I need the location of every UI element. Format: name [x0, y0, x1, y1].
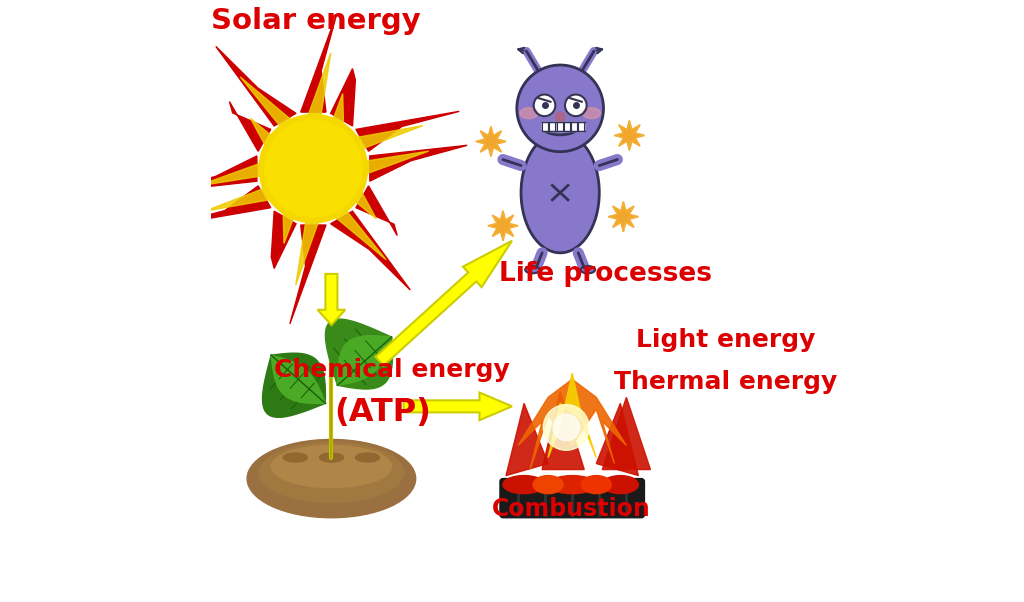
- Polygon shape: [271, 211, 296, 268]
- Polygon shape: [271, 355, 326, 403]
- Polygon shape: [614, 120, 644, 150]
- Polygon shape: [332, 94, 344, 130]
- Ellipse shape: [271, 445, 391, 488]
- Text: Combustion: Combustion: [492, 497, 650, 521]
- Polygon shape: [241, 77, 295, 130]
- FancyArrow shape: [403, 393, 512, 420]
- Bar: [557, 122, 562, 131]
- Polygon shape: [487, 211, 518, 241]
- Ellipse shape: [602, 476, 638, 494]
- Circle shape: [553, 414, 580, 441]
- Circle shape: [259, 114, 368, 223]
- Ellipse shape: [259, 442, 403, 503]
- Polygon shape: [251, 119, 274, 150]
- Polygon shape: [352, 187, 376, 219]
- Bar: [571, 122, 577, 131]
- Polygon shape: [596, 403, 638, 476]
- Bar: [549, 122, 555, 131]
- Ellipse shape: [534, 476, 563, 494]
- Polygon shape: [608, 202, 638, 232]
- Circle shape: [517, 65, 603, 152]
- FancyArrowPatch shape: [596, 48, 602, 53]
- Polygon shape: [301, 14, 337, 112]
- Ellipse shape: [583, 108, 600, 119]
- Polygon shape: [362, 151, 429, 175]
- Ellipse shape: [582, 476, 611, 494]
- Polygon shape: [548, 373, 596, 458]
- Bar: [564, 122, 569, 131]
- Circle shape: [265, 120, 361, 217]
- Polygon shape: [331, 211, 411, 290]
- Polygon shape: [306, 53, 331, 120]
- Bar: [549, 122, 555, 131]
- Bar: [542, 122, 548, 131]
- Bar: [579, 122, 585, 131]
- Polygon shape: [506, 403, 548, 476]
- Polygon shape: [198, 162, 264, 186]
- Circle shape: [534, 95, 555, 116]
- Polygon shape: [476, 126, 506, 157]
- Polygon shape: [283, 207, 295, 243]
- Polygon shape: [487, 211, 518, 241]
- Polygon shape: [614, 120, 644, 150]
- Polygon shape: [608, 202, 638, 232]
- Polygon shape: [168, 186, 270, 225]
- Polygon shape: [356, 111, 460, 151]
- Bar: [579, 122, 585, 131]
- Polygon shape: [326, 319, 392, 389]
- Polygon shape: [356, 186, 397, 235]
- Polygon shape: [216, 46, 296, 126]
- Ellipse shape: [284, 453, 307, 462]
- Polygon shape: [476, 126, 506, 157]
- Bar: [571, 122, 577, 131]
- Ellipse shape: [355, 453, 380, 462]
- Text: (ATP): (ATP): [334, 397, 431, 428]
- Circle shape: [544, 405, 589, 450]
- Circle shape: [555, 112, 565, 122]
- Polygon shape: [296, 217, 321, 285]
- Ellipse shape: [548, 476, 596, 494]
- Polygon shape: [205, 187, 274, 211]
- Ellipse shape: [525, 266, 540, 273]
- Text: Light energy: Light energy: [636, 328, 815, 352]
- Circle shape: [565, 95, 587, 116]
- Polygon shape: [352, 126, 423, 150]
- Ellipse shape: [247, 439, 416, 518]
- Ellipse shape: [319, 453, 343, 462]
- Text: Chemical energy: Chemical energy: [273, 358, 510, 382]
- Polygon shape: [542, 391, 585, 470]
- Polygon shape: [290, 225, 326, 324]
- Bar: [564, 122, 569, 131]
- Ellipse shape: [520, 108, 538, 119]
- Text: Solar energy: Solar energy: [212, 7, 421, 35]
- Polygon shape: [370, 145, 467, 181]
- Polygon shape: [229, 102, 270, 151]
- Text: Life processes: Life processes: [499, 261, 712, 287]
- Ellipse shape: [581, 266, 595, 273]
- FancyArrow shape: [376, 241, 512, 365]
- Ellipse shape: [503, 476, 545, 494]
- Text: Thermal energy: Thermal energy: [614, 370, 838, 394]
- Bar: [542, 122, 548, 131]
- Polygon shape: [338, 336, 391, 385]
- Polygon shape: [331, 69, 355, 126]
- Polygon shape: [159, 156, 257, 192]
- FancyArrowPatch shape: [518, 48, 524, 53]
- FancyArrow shape: [317, 274, 345, 325]
- Polygon shape: [518, 379, 627, 470]
- FancyBboxPatch shape: [500, 479, 644, 518]
- Polygon shape: [602, 397, 650, 470]
- Polygon shape: [332, 207, 386, 259]
- Polygon shape: [262, 353, 326, 417]
- Ellipse shape: [521, 132, 599, 253]
- Bar: [557, 122, 562, 131]
